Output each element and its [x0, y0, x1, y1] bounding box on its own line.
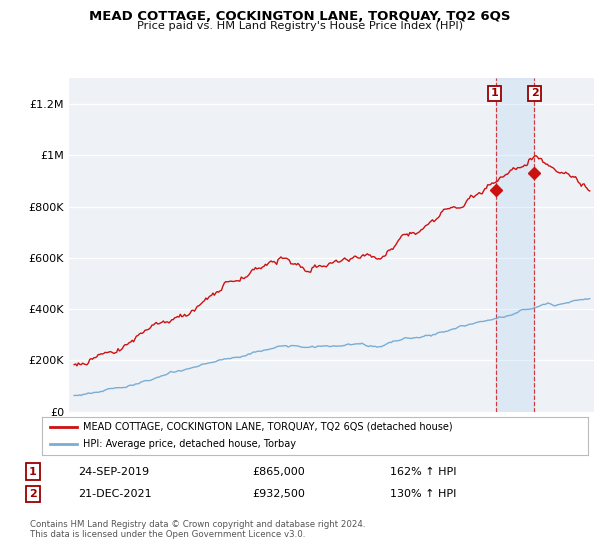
Text: £932,500: £932,500 — [252, 489, 305, 499]
Text: 21-DEC-2021: 21-DEC-2021 — [78, 489, 152, 499]
Bar — [496, 78, 534, 412]
Text: HPI: Average price, detached house, Torbay: HPI: Average price, detached house, Torb… — [83, 440, 296, 450]
Text: 2: 2 — [29, 489, 37, 499]
Text: MEAD COTTAGE, COCKINGTON LANE, TORQUAY, TQ2 6QS: MEAD COTTAGE, COCKINGTON LANE, TORQUAY, … — [89, 10, 511, 23]
Text: MEAD COTTAGE, COCKINGTON LANE, TORQUAY, TQ2 6QS (detached house): MEAD COTTAGE, COCKINGTON LANE, TORQUAY, … — [83, 422, 452, 432]
Text: 24-SEP-2019: 24-SEP-2019 — [78, 466, 149, 477]
Text: Contains HM Land Registry data © Crown copyright and database right 2024.
This d: Contains HM Land Registry data © Crown c… — [30, 520, 365, 539]
Text: Price paid vs. HM Land Registry's House Price Index (HPI): Price paid vs. HM Land Registry's House … — [137, 21, 463, 31]
Text: 162% ↑ HPI: 162% ↑ HPI — [390, 466, 457, 477]
Text: 130% ↑ HPI: 130% ↑ HPI — [390, 489, 457, 499]
Text: 2: 2 — [531, 88, 539, 99]
Text: 1: 1 — [29, 466, 37, 477]
Text: 1: 1 — [491, 88, 499, 99]
Text: £865,000: £865,000 — [252, 466, 305, 477]
